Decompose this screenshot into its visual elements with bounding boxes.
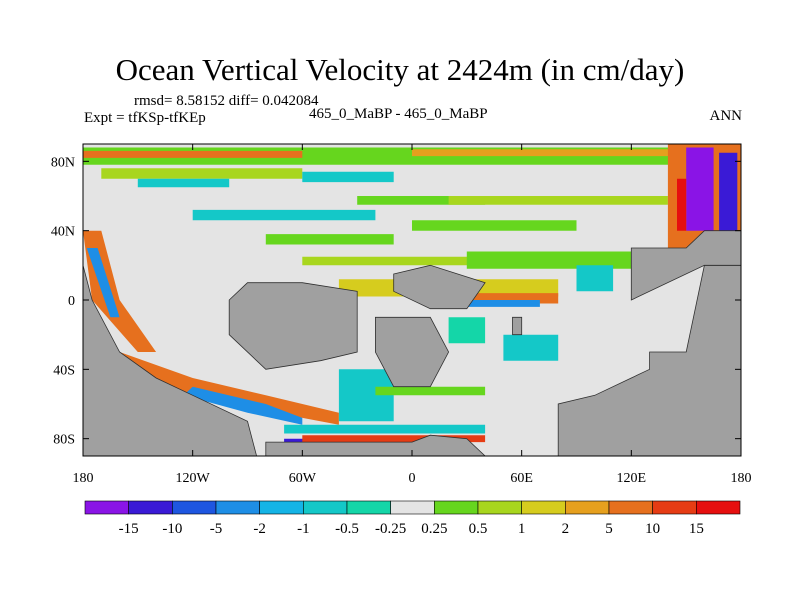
case-label: 465_0_MaBP - 465_0_MaBP (309, 106, 488, 122)
colorbar-swatch (84, 500, 129, 515)
band-subtrop-green (466, 251, 650, 269)
band-equator-cyan (576, 265, 614, 292)
colorbar-label: -15 (119, 521, 139, 537)
south-margin-orange (110, 352, 339, 425)
x-tick-label: 180 (73, 471, 94, 486)
y-tick-label: 40S (53, 363, 75, 378)
y-tick-label: 0 (68, 294, 75, 309)
band-arctic-orange-east (412, 149, 687, 157)
nw-pacific-purple (686, 147, 714, 231)
x-tick-label: 120E (617, 471, 647, 486)
indian-teal (448, 317, 486, 344)
colorbar-label: 5 (605, 521, 613, 537)
west-margin-blue (86, 248, 120, 318)
land-mass (393, 264, 486, 310)
colorbar-swatch (477, 500, 522, 515)
land-mass (265, 434, 486, 456)
land-mass (228, 282, 358, 370)
band-midlat-green-3 (265, 234, 394, 245)
band-midlat-cyan (192, 209, 376, 221)
band-north-yellow (101, 168, 303, 179)
colorbar-swatch (128, 500, 173, 515)
experiment-label: Expt = tfKSp-tfKEp (84, 110, 206, 126)
band-equator-blue (466, 300, 540, 307)
south-atlantic-cyan (338, 369, 394, 422)
colorbar-label: -0.25 (375, 521, 406, 537)
chart-title: Ocean Vertical Velocity at 2424m (in cm/… (115, 52, 685, 87)
colorbar-label: -1 (297, 521, 310, 537)
band-north-pacific-yellow (448, 196, 668, 205)
south-green-band (375, 386, 486, 396)
nw-pacific-red (677, 178, 687, 231)
y-tick-label: 40N (51, 225, 75, 240)
band-north-cyan-2 (302, 171, 394, 183)
south-margin-blue (183, 386, 303, 425)
colorbar-label: -10 (162, 521, 182, 537)
colorbar-swatch (521, 500, 566, 515)
x-tick-label: 120W (176, 471, 211, 486)
colorbar-swatch (608, 500, 653, 515)
nw-pacific-blue (719, 152, 738, 231)
land-mass (83, 265, 258, 456)
colorbar-swatch (215, 500, 260, 515)
colorbar-swatch (696, 500, 741, 515)
colorbar-swatch (652, 500, 697, 515)
x-tick-label: 0 (409, 471, 416, 486)
map-layer (83, 144, 741, 456)
colorbar-label: -5 (210, 521, 223, 537)
band-north-cyan-1 (137, 178, 230, 188)
land-mass (630, 230, 741, 301)
colorbar-label: 0.5 (469, 521, 488, 537)
colorbar-swatch (346, 500, 391, 515)
indian-cyan (503, 334, 559, 361)
band-subtrop-yellow (302, 256, 486, 266)
colorbar-label: 2 (562, 521, 570, 537)
x-tick-label: 180 (731, 471, 752, 486)
land-mass (512, 316, 523, 336)
stats-label: rmsd= 8.58152 diff= 0.042084 (134, 93, 319, 109)
band-midlat-green-2 (412, 220, 577, 231)
x-tick-label: 60W (289, 471, 317, 486)
season-label: ANN (709, 108, 743, 124)
colorbar-swatch (259, 500, 304, 515)
land-mass (375, 316, 450, 388)
land-mass (557, 264, 741, 456)
colorbar-swatch (565, 500, 610, 515)
colorbar-label: 1 (518, 521, 526, 537)
x-tick-label: 60E (510, 471, 533, 486)
y-tick-label: 80N (51, 155, 75, 170)
colorbar-label: 15 (689, 521, 704, 537)
colorbar-swatch (303, 500, 348, 515)
colorbar-label: 0.25 (421, 521, 447, 537)
colorbar-swatch (434, 500, 479, 515)
band-arctic-orange-west (83, 150, 303, 158)
colorbar-label: -2 (253, 521, 266, 537)
colorbar-swatch (172, 500, 217, 515)
y-tick-label: 80S (53, 433, 75, 448)
colorbar-label: -0.5 (335, 521, 359, 537)
colorbar-label: 10 (645, 521, 660, 537)
colorbar-swatch (390, 500, 435, 515)
south-cyan-band (284, 424, 486, 434)
